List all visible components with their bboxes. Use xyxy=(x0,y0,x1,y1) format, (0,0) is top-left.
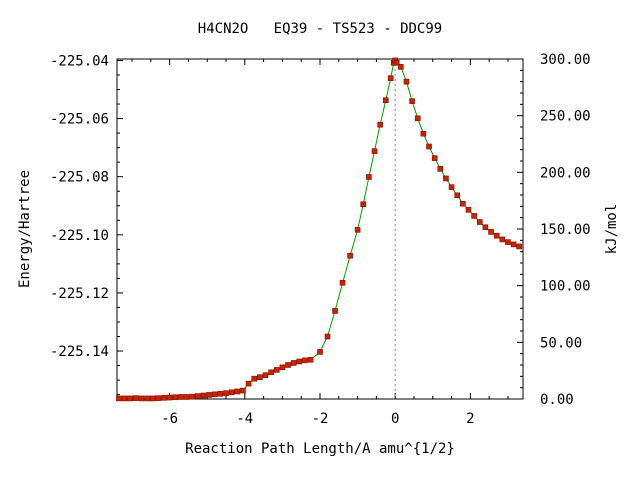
data-point xyxy=(132,395,139,401)
data-point xyxy=(443,175,449,182)
data-point xyxy=(448,184,455,190)
data-point xyxy=(262,372,269,378)
data-point xyxy=(324,333,331,340)
x-tick-label: -2 xyxy=(312,411,329,427)
data-point xyxy=(257,374,263,381)
y-tick-label: -225.04 xyxy=(50,53,109,69)
data-point xyxy=(116,395,122,402)
data-point xyxy=(414,115,421,122)
x-tick-label: 2 xyxy=(466,411,474,427)
data-point xyxy=(279,364,286,371)
y2-tick-label: 50.00 xyxy=(540,335,582,351)
data-point xyxy=(454,192,461,199)
data-point xyxy=(178,394,184,400)
data-point xyxy=(332,308,338,314)
x-axis-label: Reaction Path Length/A amu^{1/2} xyxy=(185,441,455,457)
data-point xyxy=(409,98,415,104)
data-point xyxy=(149,395,156,402)
data-point xyxy=(127,395,133,402)
data-layer xyxy=(116,57,523,402)
data-point xyxy=(382,97,389,104)
data-point xyxy=(166,394,173,401)
data-point xyxy=(377,121,383,128)
data-point xyxy=(155,395,162,401)
data-point xyxy=(228,389,235,396)
data-point xyxy=(387,75,394,81)
y2-tick-label: 300.00 xyxy=(540,52,591,68)
data-point xyxy=(290,360,297,366)
data-point xyxy=(488,229,494,235)
axes-layer: -6 -4 -2 0 2 -225.04 -225.06 -225.08 -225.10 -225… xyxy=(50,52,591,427)
y2-tick-label: 200.00 xyxy=(540,165,591,181)
data-point xyxy=(403,78,410,85)
data-point xyxy=(505,239,511,245)
data-point xyxy=(223,390,229,396)
chart-title: H4CN2O EQ39 - TS523 - DDC99 xyxy=(198,21,442,37)
data-point xyxy=(471,213,477,219)
data-point xyxy=(296,358,303,365)
data-point xyxy=(307,356,314,363)
y-tick-label: -225.06 xyxy=(50,112,109,128)
plot-frame xyxy=(116,58,524,400)
data-point xyxy=(268,369,274,376)
data-point xyxy=(217,390,224,397)
data-point xyxy=(302,357,308,364)
data-point xyxy=(426,143,432,150)
y2-tick-label: 250.00 xyxy=(540,109,591,125)
data-point xyxy=(437,166,444,172)
data-point xyxy=(360,201,367,208)
y2-axis-label: kJ/mol xyxy=(604,204,620,255)
data-point xyxy=(499,236,506,243)
data-point xyxy=(482,224,489,231)
data-point xyxy=(138,395,145,402)
data-point xyxy=(393,59,400,66)
data-point xyxy=(211,391,218,398)
data-point xyxy=(245,380,252,387)
y-tick-label: -225.12 xyxy=(50,286,109,302)
data-point xyxy=(234,388,241,395)
y-tick-label: -225.08 xyxy=(50,170,109,186)
data-point xyxy=(240,387,246,394)
data-point xyxy=(398,64,404,70)
data-point xyxy=(206,392,212,398)
data-point xyxy=(161,395,167,401)
data-point xyxy=(200,392,207,399)
x-tick-label: -6 xyxy=(161,411,178,427)
x-tick-label: 0 xyxy=(391,411,399,427)
data-point xyxy=(144,395,150,402)
data-point xyxy=(317,349,323,355)
data-point xyxy=(121,395,128,402)
series-line xyxy=(118,59,520,399)
data-point xyxy=(189,393,195,400)
data-point xyxy=(431,155,438,161)
data-point xyxy=(371,148,378,154)
y-axis-label: Energy/Hartree xyxy=(17,170,33,288)
data-point xyxy=(285,362,291,368)
data-point xyxy=(273,367,280,373)
y-tick-label: -225.14 xyxy=(50,344,109,360)
data-point xyxy=(172,394,179,401)
data-point xyxy=(476,219,483,225)
y-tick-label: -225.10 xyxy=(50,228,109,244)
data-point xyxy=(516,243,523,250)
data-point xyxy=(183,394,190,400)
data-point xyxy=(460,200,466,207)
data-point xyxy=(420,130,427,137)
y2-tick-label: 0.00 xyxy=(540,392,574,408)
data-point xyxy=(366,174,372,180)
data-point xyxy=(251,375,258,382)
y2-tick-label: 150.00 xyxy=(540,222,591,238)
y2-tick-label: 100.00 xyxy=(540,279,591,295)
data-point xyxy=(510,241,517,248)
data-point xyxy=(195,393,201,399)
x-tick-label: -4 xyxy=(236,411,253,427)
data-point xyxy=(347,252,353,259)
data-point xyxy=(493,232,500,239)
data-point xyxy=(465,207,472,213)
data-point xyxy=(339,279,346,286)
data-point xyxy=(354,227,361,233)
